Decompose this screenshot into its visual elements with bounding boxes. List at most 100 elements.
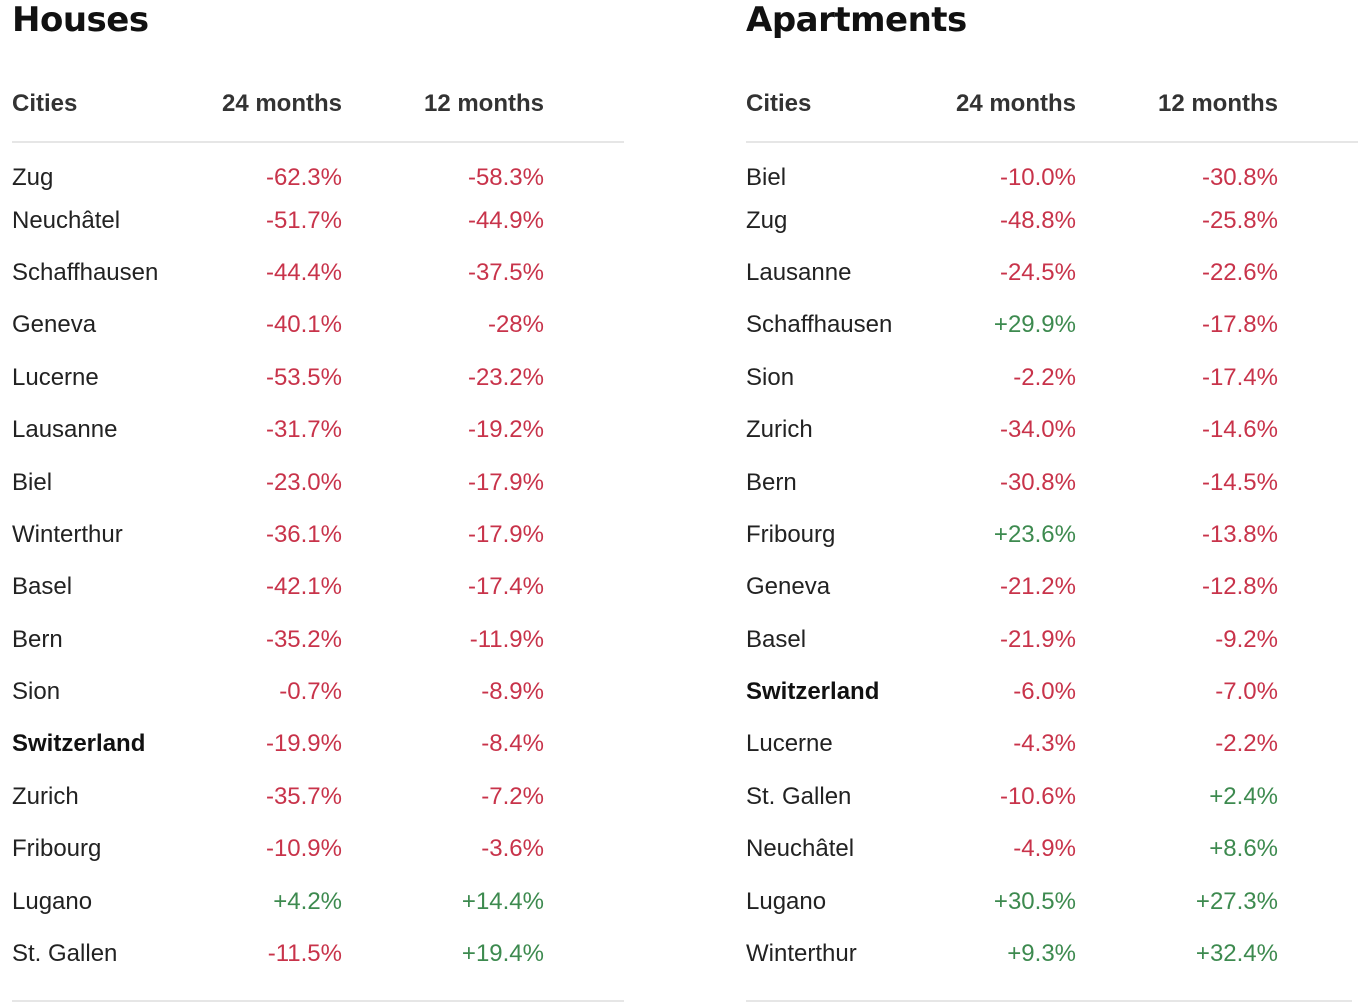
change-24-months: -51.7% xyxy=(265,206,342,234)
table-header-row: Cities 24 months 12 months xyxy=(12,85,624,143)
city-name: Lausanne xyxy=(12,416,118,444)
city-name: St. Gallen xyxy=(12,940,118,968)
table-row: Bern -30.8% -14.5% xyxy=(746,456,1358,508)
change-12-months: -7.2% xyxy=(481,782,544,810)
table-row: Geneva -21.2% -12.8% xyxy=(746,561,1358,613)
city-name: Zug xyxy=(12,163,54,191)
houses-table-body: Zug -62.3% -58.3% Neuchâtel -51.7% -44.9% Scha… xyxy=(12,142,624,980)
city-name: Bern xyxy=(12,625,63,653)
row-spacer xyxy=(1278,614,1358,666)
change-24-months: -24.5% xyxy=(999,258,1076,286)
change-24-months: -11.5% xyxy=(267,940,342,968)
row-spacer xyxy=(1278,823,1358,875)
row-spacer xyxy=(544,666,624,718)
houses-panel: Houses Cities 24 months 12 months Zug -62… xyxy=(12,0,624,980)
table-row: Winterthur -36.1% -17.9% xyxy=(12,509,624,561)
change-24-months: -53.5% xyxy=(265,363,342,391)
row-spacer xyxy=(544,456,624,508)
table-row: Switzerland -6.0% -7.0% xyxy=(746,666,1358,718)
change-12-months: -23.2% xyxy=(467,363,544,391)
row-spacer xyxy=(1278,352,1358,404)
change-24-months: -0.7% xyxy=(279,678,342,706)
city-name: Lucerne xyxy=(746,730,833,758)
change-24-months: -36.1% xyxy=(265,520,342,548)
row-spacer xyxy=(1278,875,1358,927)
change-12-months: -13.8% xyxy=(1201,520,1278,548)
change-12-months: -19.2% xyxy=(467,416,544,444)
change-12-months: -17.4% xyxy=(467,573,544,601)
table-row: Basel -21.9% -9.2% xyxy=(746,614,1358,666)
column-header-24-months: 24 months xyxy=(916,85,1076,143)
change-24-months: -23.0% xyxy=(265,468,342,496)
row-spacer xyxy=(544,823,624,875)
city-name: Basel xyxy=(12,573,73,601)
city-name: Winterthur xyxy=(746,940,857,968)
apartments-table: Cities 24 months 12 months Biel -10.0% -30… xyxy=(746,85,1358,980)
houses-bottom-divider xyxy=(12,1000,624,1002)
change-24-months: -48.8% xyxy=(999,206,1076,234)
city-name: Bern xyxy=(746,468,797,496)
row-spacer xyxy=(544,299,624,351)
city-name: Fribourg xyxy=(746,520,836,548)
city-name: Lugano xyxy=(12,887,93,915)
city-name: Biel xyxy=(746,163,787,191)
change-24-months: -10.6% xyxy=(999,782,1076,810)
city-name: Lausanne xyxy=(746,258,852,286)
table-row: Neuchâtel -4.9% +8.6% xyxy=(746,823,1358,875)
change-24-months: -4.3% xyxy=(1013,730,1076,758)
table-row: Fribourg -10.9% -3.6% xyxy=(12,823,624,875)
change-24-months: +4.2% xyxy=(273,887,342,915)
change-12-months: -7.0% xyxy=(1215,678,1278,706)
city-name: Geneva xyxy=(12,311,97,339)
table-row: Bern -35.2% -11.9% xyxy=(12,614,624,666)
change-24-months: -4.9% xyxy=(1013,835,1076,863)
change-12-months: -14.6% xyxy=(1201,416,1278,444)
change-24-months: -40.1% xyxy=(265,311,342,339)
row-spacer xyxy=(544,509,624,561)
change-12-months: -25.8% xyxy=(1201,206,1278,234)
change-24-months: -19.9% xyxy=(265,730,342,758)
change-12-months: -17.8% xyxy=(1201,311,1278,339)
row-spacer xyxy=(1278,247,1358,299)
change-12-months: -22.6% xyxy=(1201,258,1278,286)
table-row: Lugano +4.2% +14.4% xyxy=(12,875,624,927)
table-row: Zug -62.3% -58.3% xyxy=(12,142,624,194)
change-24-months: -6.0% xyxy=(1013,678,1076,706)
change-12-months: +2.4% xyxy=(1209,782,1278,810)
column-header-cities: Cities xyxy=(12,85,182,143)
row-spacer xyxy=(1278,718,1358,770)
city-name: Lucerne xyxy=(12,363,99,391)
change-12-months: +32.4% xyxy=(1195,940,1278,968)
row-spacer xyxy=(544,928,624,980)
city-name: Neuchâtel xyxy=(746,835,855,863)
change-12-months: -12.8% xyxy=(1201,573,1278,601)
change-12-months: -37.5% xyxy=(467,258,544,286)
row-spacer xyxy=(544,614,624,666)
city-name: Switzerland xyxy=(746,678,880,706)
column-header-24-months: 24 months xyxy=(182,85,342,143)
table-row: Neuchâtel -51.7% -44.9% xyxy=(12,194,624,246)
change-24-months: +23.6% xyxy=(993,520,1076,548)
change-24-months: -62.3% xyxy=(265,163,342,191)
city-name: Biel xyxy=(12,468,53,496)
change-12-months: -17.9% xyxy=(467,520,544,548)
row-spacer xyxy=(1278,299,1358,351)
change-24-months: +9.3% xyxy=(1007,940,1076,968)
column-header-12-months: 12 months xyxy=(342,85,544,143)
table-row: Lugano +30.5% +27.3% xyxy=(746,875,1358,927)
change-12-months: -28% xyxy=(487,311,544,339)
change-12-months: -44.9% xyxy=(467,206,544,234)
row-spacer xyxy=(544,718,624,770)
change-12-months: +8.6% xyxy=(1209,835,1278,863)
change-12-months: +27.3% xyxy=(1195,887,1278,915)
city-name: Sion xyxy=(746,363,795,391)
row-spacer xyxy=(544,194,624,246)
table-row: Schaffhausen -44.4% -37.5% xyxy=(12,247,624,299)
table-row: Lucerne -4.3% -2.2% xyxy=(746,718,1358,770)
change-24-months: -10.9% xyxy=(265,835,342,863)
table-header-row: Cities 24 months 12 months xyxy=(746,85,1358,143)
row-spacer xyxy=(1278,142,1358,194)
row-spacer xyxy=(1278,561,1358,613)
row-spacer xyxy=(544,771,624,823)
row-spacer xyxy=(1278,928,1358,980)
